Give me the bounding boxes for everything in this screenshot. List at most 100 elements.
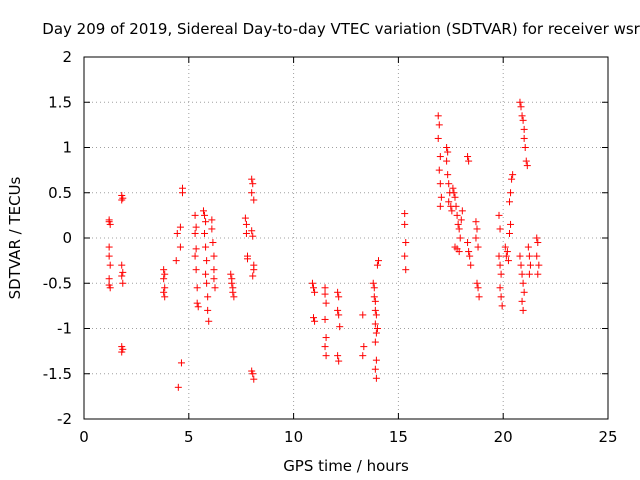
grid-lines: [84, 57, 608, 419]
data-point: [496, 261, 504, 269]
data-point: [193, 299, 201, 307]
data-point: [201, 229, 209, 237]
data-point: [519, 279, 527, 287]
data-point: [118, 272, 126, 280]
data-point: [505, 229, 513, 237]
data-point: [373, 325, 381, 332]
y-tick-label: 0: [62, 229, 72, 247]
data-point: [519, 116, 527, 124]
data-point: [173, 229, 181, 237]
data-point: [203, 257, 211, 265]
data-point: [520, 288, 528, 296]
data-point: [521, 144, 529, 151]
data-point: [160, 266, 168, 274]
data-point: [370, 284, 378, 292]
data-point: [203, 279, 211, 287]
data-point: [179, 189, 187, 197]
data-point: [208, 225, 216, 233]
data-point: [496, 225, 504, 233]
data-point: [436, 180, 444, 188]
data-point: [475, 293, 483, 301]
data-point: [210, 252, 218, 260]
data-point: [249, 232, 257, 240]
data-point: [119, 279, 127, 287]
data-point: [371, 320, 379, 328]
data-point: [434, 134, 442, 142]
data-point: [445, 180, 453, 188]
x-tick-label: 25: [598, 428, 617, 446]
data-point: [522, 157, 530, 165]
data-point: [518, 297, 526, 305]
data-point: [194, 303, 202, 311]
y-tick-label: -1.5: [43, 365, 72, 383]
data-point: [402, 266, 410, 274]
data-point: [472, 218, 480, 226]
data-point: [321, 284, 329, 292]
x-tick-label: 20: [494, 428, 513, 446]
y-tick-label: 1.5: [48, 93, 72, 111]
data-point: [311, 288, 319, 296]
data-point: [371, 306, 379, 314]
data-point: [176, 223, 184, 231]
data-point: [450, 189, 458, 197]
data-point: [119, 268, 127, 276]
data-point: [401, 220, 409, 228]
data-point: [106, 220, 114, 228]
data-point: [229, 288, 237, 296]
data-point: [452, 202, 460, 210]
y-tick-label: -1: [57, 320, 72, 338]
data-point: [321, 315, 329, 323]
data-point: [336, 323, 344, 331]
data-point: [401, 210, 409, 218]
data-point: [504, 257, 512, 265]
data-point: [335, 357, 343, 365]
data-point: [177, 359, 185, 367]
data-point: [321, 343, 329, 351]
data-point: [193, 284, 201, 292]
data-point: [202, 218, 210, 226]
x-axis-label: GPS time / hours: [283, 457, 409, 475]
data-point: [243, 255, 251, 263]
data-point: [509, 171, 517, 179]
data-point: [443, 144, 451, 151]
data-point: [455, 225, 463, 233]
data-point: [250, 196, 258, 204]
data-point: [455, 248, 463, 256]
data-point: [227, 270, 235, 278]
data-point: [242, 220, 250, 228]
data-point: [371, 365, 379, 373]
data-point: [497, 293, 505, 301]
axis-ticks: 0 5 10 15 20 25 -2 -1.5 -1 -0.5 0 0.5 1 1.5 2: [43, 48, 618, 446]
data-point: [508, 175, 516, 183]
data-point: [372, 356, 380, 364]
data-point: [191, 252, 199, 260]
data-point: [210, 275, 218, 283]
data-point: [474, 284, 482, 292]
data-point: [248, 189, 256, 197]
data-point: [495, 252, 503, 260]
data-point: [372, 374, 380, 382]
data-point: [507, 189, 515, 197]
data-point: [208, 216, 216, 224]
data-point: [523, 162, 531, 170]
data-point: [517, 261, 525, 269]
y-tick-label: 1: [62, 139, 72, 157]
data-point: [192, 266, 200, 274]
data-point: [524, 243, 532, 251]
y-tick-label: -0.5: [43, 274, 72, 292]
data-point: [174, 383, 182, 391]
data-point: [372, 311, 380, 319]
data-point: [311, 317, 319, 325]
data-point: [118, 261, 126, 269]
data-point: [526, 261, 534, 269]
data-point: [401, 252, 409, 260]
data-point: [176, 243, 184, 251]
data-point: [359, 352, 367, 360]
data-point: [448, 207, 456, 215]
data-point: [453, 211, 461, 219]
data-point: [249, 272, 257, 280]
data-point: [105, 275, 113, 283]
scatter-points: [105, 98, 543, 391]
data-point: [495, 211, 503, 219]
data-point: [249, 370, 257, 378]
